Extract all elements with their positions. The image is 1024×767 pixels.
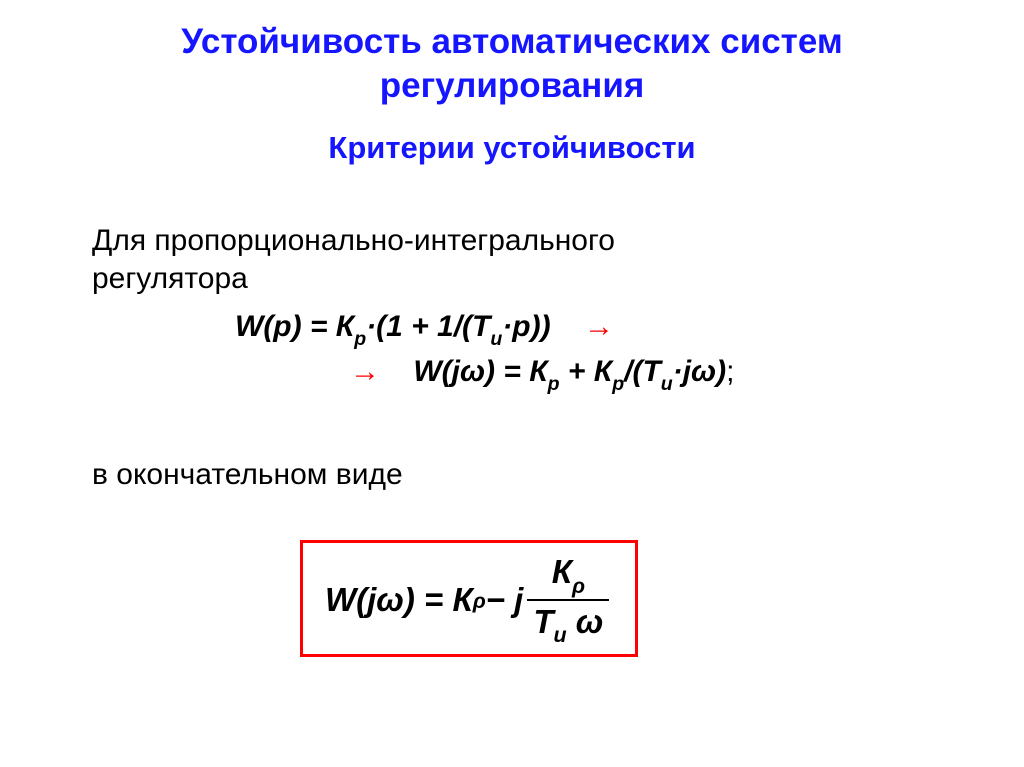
- boxed-frac-den: Ти ω: [527, 599, 609, 647]
- eq1-sub2: и: [490, 328, 502, 350]
- boxed-frac-num: Кρ: [527, 553, 609, 599]
- boxed-den-t: Т: [533, 603, 553, 640]
- eq2-sub1: р: [548, 373, 560, 395]
- eq1-mid1: ·(1 + 1/(Т: [366, 310, 490, 343]
- equation-2: → W(jω) = Кр + Кр/(Ти·jω);: [350, 355, 734, 394]
- eq1-arrow: →: [584, 310, 614, 343]
- slide: Устойчивость автоматических систем регул…: [0, 0, 1024, 767]
- slide-subtitle: Критерии устойчивости: [0, 130, 1024, 166]
- para1-line2: регулятора: [92, 262, 248, 295]
- boxed-equation-wrap: W(jω) = Кρ − j Кρ Ти ω: [300, 540, 638, 657]
- eq1-suffix: ·р)): [502, 310, 550, 343]
- equation-1: W(p) = Кр·(1 + 1/(Ти·р)) →: [235, 310, 614, 349]
- eq2-semicolon: ;: [726, 355, 734, 388]
- boxed-num-sub: ρ: [572, 574, 585, 598]
- eq2-suffix: ·jω): [673, 355, 726, 388]
- para1-line1: Для пропорционально-интегрального: [92, 224, 615, 257]
- eq1-prefix: W(p) = К: [235, 310, 354, 343]
- boxed-minus: − j: [486, 581, 524, 619]
- eq2-sub2: р: [612, 373, 624, 395]
- boxed-num-main: К: [552, 553, 572, 590]
- eq2-mid2: /(Т: [624, 355, 661, 388]
- eq2-sub3: и: [661, 373, 673, 395]
- boxed-equation: W(jω) = Кρ − j Кρ Ти ω: [300, 540, 638, 657]
- slide-title: Устойчивость автоматических систем регул…: [0, 20, 1024, 108]
- paragraph-2: в окончательном виде: [92, 458, 403, 492]
- boxed-den-omega: ω: [567, 603, 604, 640]
- eq1-sub1: р: [354, 328, 366, 350]
- para2-text: в окончательном виде: [92, 458, 403, 491]
- paragraph-1: Для пропорционально-интегрального регуля…: [92, 222, 964, 297]
- boxed-sub1: ρ: [473, 589, 486, 614]
- eq2-arrow: →: [350, 355, 380, 388]
- subtitle-text: Критерии устойчивости: [328, 130, 695, 165]
- boxed-fraction: Кρ Ти ω: [527, 553, 609, 646]
- boxed-prefix: W(jω) = К: [325, 581, 473, 619]
- title-line-2: регулирования: [380, 66, 645, 105]
- eq2-mid1: + К: [560, 355, 613, 388]
- eq2-prefix: W(jω) = К: [413, 355, 547, 388]
- boxed-den-sub: и: [554, 623, 567, 647]
- title-line-1: Устойчивость автоматических систем: [181, 22, 842, 61]
